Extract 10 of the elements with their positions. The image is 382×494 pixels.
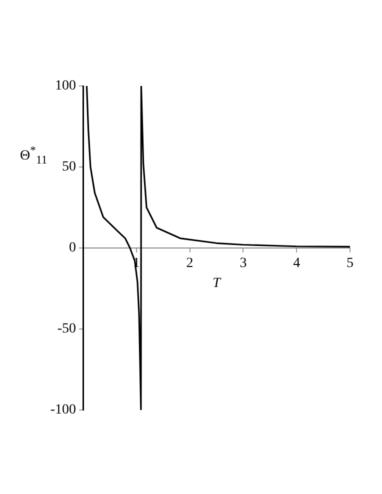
x-tick-label: 5 — [346, 256, 354, 272]
y-tick-label: 50 — [62, 160, 76, 175]
y-tick-label: 100 — [55, 78, 76, 94]
y-tick-label: -50 — [57, 322, 76, 337]
y-tick-label: 0 — [69, 240, 76, 256]
x-axis-title: T — [212, 276, 222, 291]
y-tick-label: -100 — [50, 402, 76, 418]
x-tick-label: 2 — [186, 256, 194, 272]
x-tick-label: 4 — [293, 256, 300, 272]
x-tick-label: 3 — [240, 256, 247, 272]
